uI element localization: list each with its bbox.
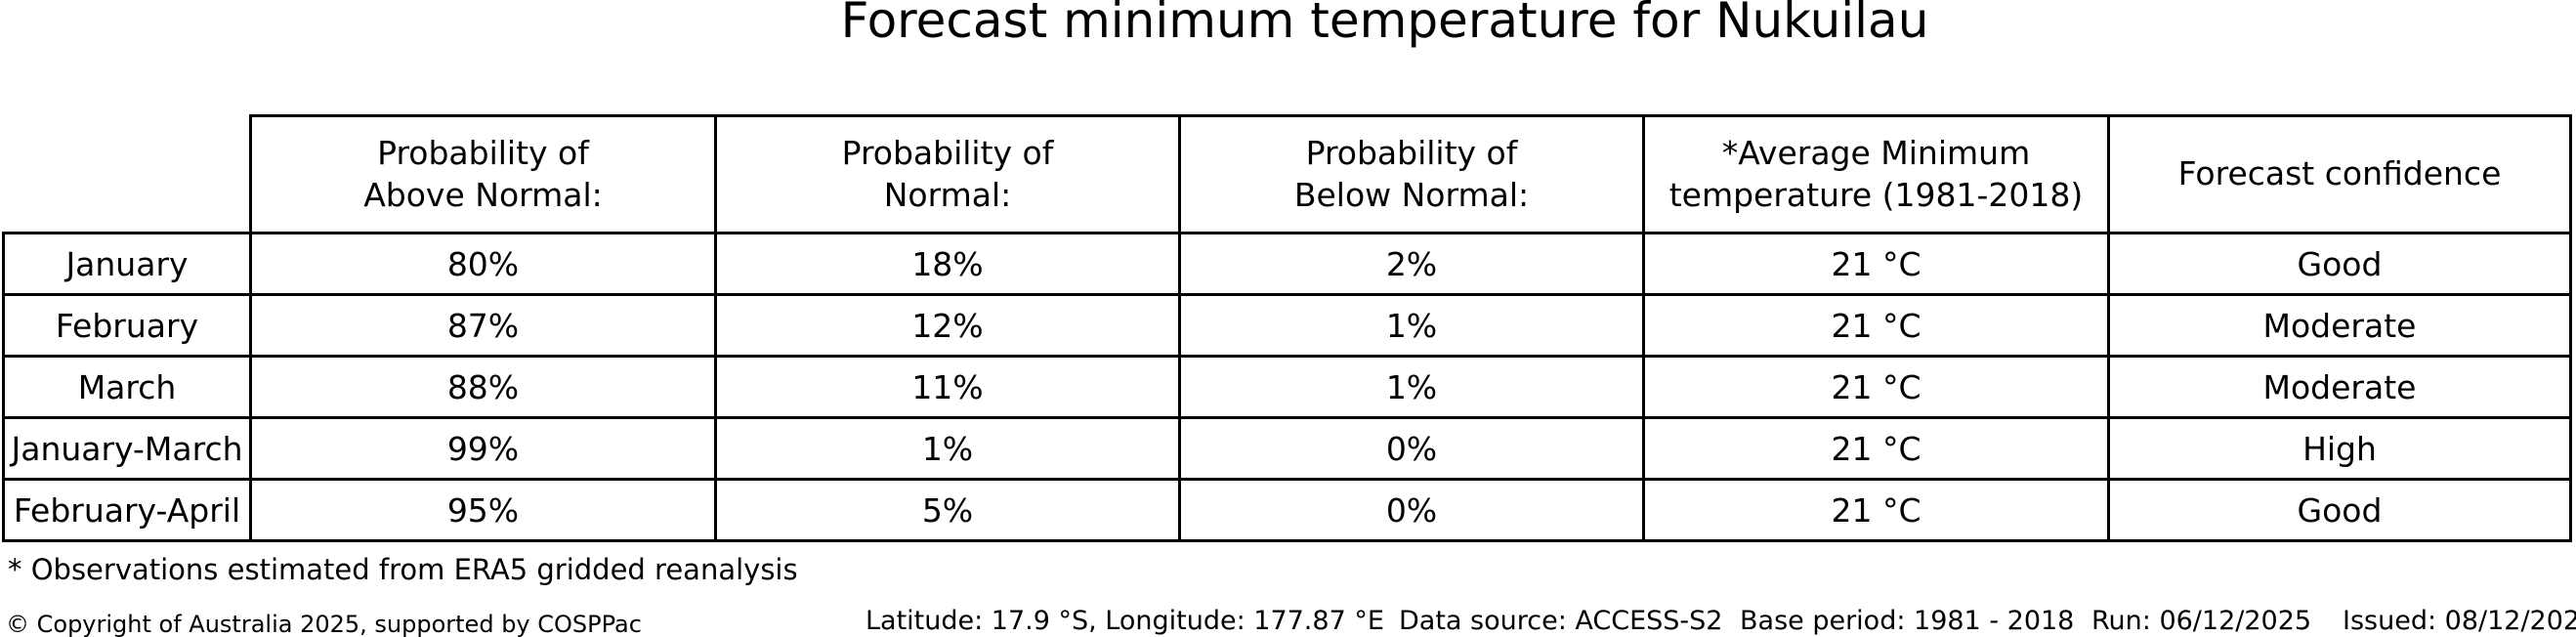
col-header-forecast-confidence: Forecast confidence (2107, 114, 2572, 234)
table-row: February 87% 12% 1% 21 °C Moderate (2, 293, 2572, 358)
normal-cell: 11% (714, 355, 1181, 419)
below-normal-cell: 2% (1178, 232, 1645, 296)
period-cell: January (2, 232, 252, 296)
observations-footnote: * Observations estimated from ERA5 gridd… (8, 553, 798, 586)
avg-min-temp-cell: 21 °C (1642, 293, 2110, 358)
normal-cell: 18% (714, 232, 1181, 296)
above-normal-cell: 88% (249, 355, 717, 419)
normal-cell: 5% (714, 478, 1181, 542)
confidence-cell: Good (2107, 232, 2572, 296)
data-source-label: Data source: ACCESS-S2 (1399, 606, 1723, 636)
below-normal-cell: 1% (1178, 293, 1645, 358)
coordinates-label: Latitude: 17.9 °S, Longitude: 177.87 °E (866, 606, 1384, 636)
confidence-cell: Moderate (2107, 293, 2572, 358)
period-cell: February (2, 293, 252, 358)
table-row: February-April 95% 5% 0% 21 °C Good (2, 478, 2572, 542)
avg-min-temp-cell: 21 °C (1642, 416, 2110, 481)
above-normal-cell: 80% (249, 232, 717, 296)
page-title: Forecast minimum temperature for Nukuila… (840, 0, 1929, 49)
normal-cell: 1% (714, 416, 1181, 481)
confidence-cell: High (2107, 416, 2572, 481)
confidence-cell: Good (2107, 478, 2572, 542)
period-cell: February-April (2, 478, 252, 542)
avg-min-temp-cell: 21 °C (1642, 232, 2110, 296)
table-header-row: Probability of Above Normal: Probability… (4, 114, 2572, 234)
below-normal-cell: 1% (1178, 355, 1645, 419)
period-cell: January-March (2, 416, 252, 481)
period-cell: March (2, 355, 252, 419)
above-normal-cell: 87% (249, 293, 717, 358)
col-header-above-normal: Probability of Above Normal: (249, 114, 717, 234)
col-header-below-normal: Probability of Below Normal: (1178, 114, 1645, 234)
avg-min-temp-cell: 21 °C (1642, 355, 2110, 419)
avg-min-temp-cell: 21 °C (1642, 478, 2110, 542)
issued-date-label: Issued: 08/12/2025 (2343, 606, 2576, 636)
base-period-label: Base period: 1981 - 2018 (1740, 606, 2075, 636)
normal-cell: 12% (714, 293, 1181, 358)
table-row: January 80% 18% 2% 21 °C Good (2, 232, 2572, 296)
below-normal-cell: 0% (1178, 416, 1645, 481)
copyright-notice: © Copyright of Australia 2025, supported… (6, 611, 642, 637)
table-row: March 88% 11% 1% 21 °C Moderate (2, 355, 2572, 419)
above-normal-cell: 99% (249, 416, 717, 481)
below-normal-cell: 0% (1178, 478, 1645, 542)
forecast-table: Probability of Above Normal: Probability… (2, 114, 2572, 542)
table-row: January-March 99% 1% 0% 21 °C High (2, 416, 2572, 481)
corner-cell (4, 116, 251, 234)
col-header-avg-min-temp: *Average Minimum temperature (1981-2018) (1642, 114, 2110, 234)
above-normal-cell: 95% (249, 478, 717, 542)
run-date-label: Run: 06/12/2025 (2091, 606, 2312, 636)
confidence-cell: Moderate (2107, 355, 2572, 419)
col-header-normal: Probability of Normal: (714, 114, 1181, 234)
